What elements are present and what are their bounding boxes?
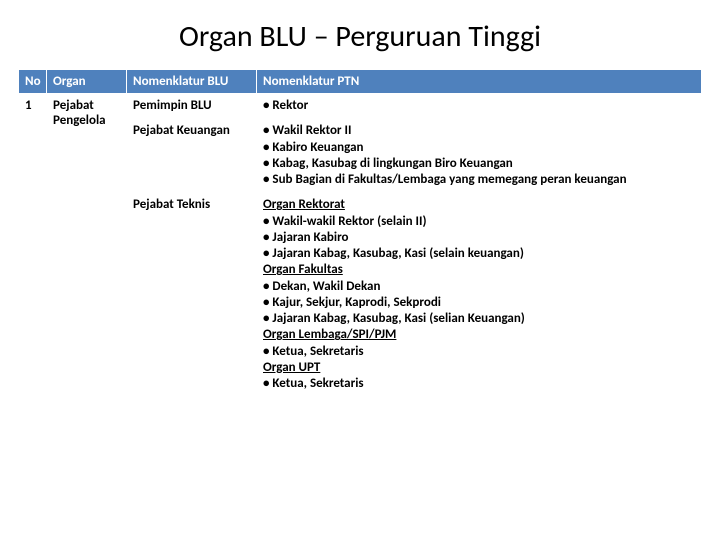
list-item: Kajur, Sekjur, Kaprodi, Sekprodi [263,295,695,311]
cell-blu: Pejabat Keuangan [127,119,257,193]
cell-no: 1 [19,94,47,397]
list-item: Jajaran Kabiro [263,230,695,246]
organ-table: No Organ Nomenklatur BLU Nomenklatur PTN… [18,69,702,397]
list-item: Kabag, Kasubag di lingkungan Biro Keuang… [263,156,695,172]
list-item: Jajaran Kabag, Kasubag, Kasi (selain keu… [263,246,695,262]
list-item: Rektor [263,98,695,114]
col-blu: Nomenklatur BLU [127,70,257,94]
list-item: Wakil Rektor II [263,123,695,139]
page-title: Organ BLU – Perguruan Tinggi [18,18,702,55]
list-item: Sub Bagian di Fakultas/Lembaga yang meme… [263,172,695,188]
group-heading: Organ UPT [263,360,695,376]
cell-ptn: Wakil Rektor II Kabiro Keuangan Kabag, K… [257,119,702,193]
cell-blu: Pejabat Teknis [127,193,257,397]
col-no: No [19,70,47,94]
cell-blu: Pemimpin BLU [127,94,257,119]
list-item: Jajaran Kabag, Kasubag, Kasi (selian Keu… [263,311,695,327]
table-header-row: No Organ Nomenklatur BLU Nomenklatur PTN [19,70,702,94]
cell-organ: Pejabat Pengelola [47,94,127,397]
table-row: 1 Pejabat Pengelola Pemimpin BLU Rektor [19,94,702,119]
list-item: Dekan, Wakil Dekan [263,279,695,295]
cell-ptn: Organ Rektorat Wakil-wakil Rektor (selai… [257,193,702,397]
list-item: Wakil-wakil Rektor (selain II) [263,214,695,230]
col-organ: Organ [47,70,127,94]
group-heading: Organ Rektorat [263,197,695,213]
col-ptn: Nomenklatur PTN [257,70,702,94]
list-item: Ketua, Sekretaris [263,376,695,392]
list-item: Ketua, Sekretaris [263,344,695,360]
group-heading: Organ Lembaga/SPI/PJM [263,327,695,343]
group-heading: Organ Fakultas [263,262,695,278]
cell-ptn: Rektor [257,94,702,119]
list-item: Kabiro Keuangan [263,140,695,156]
